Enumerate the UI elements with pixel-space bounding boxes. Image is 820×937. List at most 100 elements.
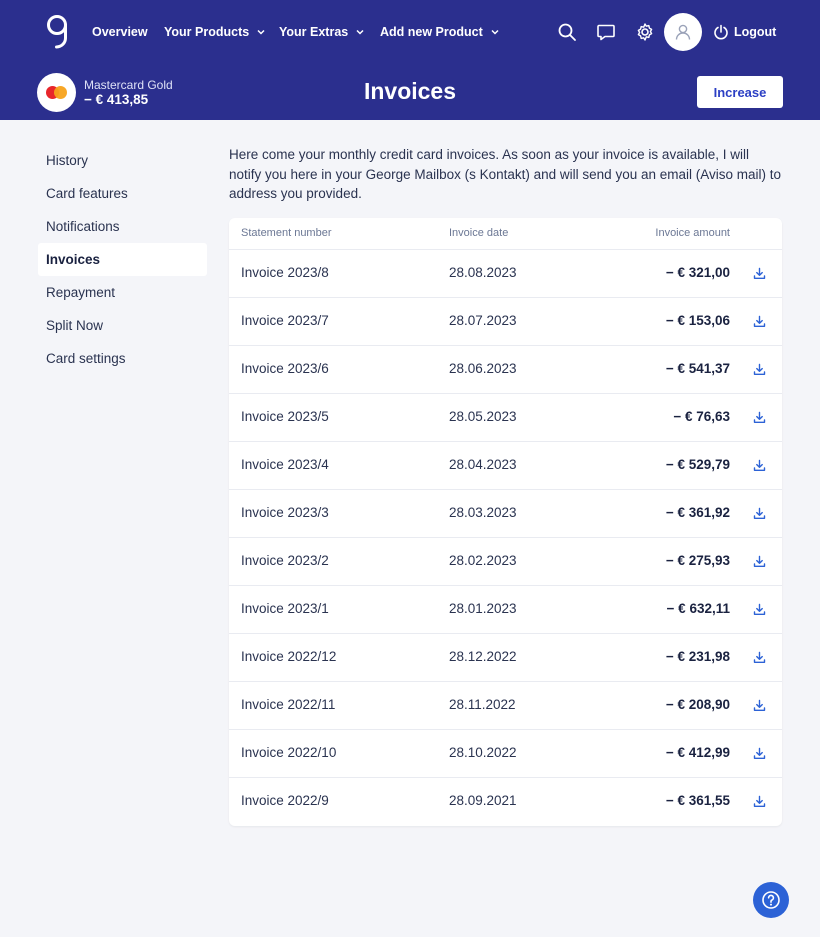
download-icon[interactable]: [753, 315, 766, 328]
invoice-date: 28.07.2023: [449, 313, 517, 328]
download-icon[interactable]: [753, 507, 766, 520]
invoice-date: 28.06.2023: [449, 361, 517, 376]
statement-number: Invoice 2023/7: [241, 313, 329, 328]
nav-your-products[interactable]: Your Products: [164, 0, 266, 64]
sidebar-item-card-features[interactable]: Card features: [46, 186, 128, 201]
table-row[interactable]: Invoice 2023/1 28.01.2023 − € 632,11: [229, 586, 782, 634]
statement-number: Invoice 2023/4: [241, 457, 329, 472]
table-row[interactable]: Invoice 2022/12 28.12.2022 − € 231,98: [229, 634, 782, 682]
card-name: Mastercard Gold: [84, 78, 173, 92]
nav-overview[interactable]: Overview: [92, 0, 148, 64]
help-button[interactable]: [753, 882, 789, 918]
nav-your-extras-label: Your Extras: [279, 25, 349, 39]
table-row[interactable]: Invoice 2023/3 28.03.2023 − € 361,92: [229, 490, 782, 538]
page-header: Mastercard Gold − € 413,85 Invoices Incr…: [0, 64, 820, 120]
sidebar-item-split-now[interactable]: Split Now: [46, 318, 104, 333]
logout-label: Logout: [734, 25, 777, 39]
table-row[interactable]: Invoice 2023/8 28.08.2023 − € 321,00: [229, 250, 782, 298]
invoice-amount: − € 361,92: [665, 505, 730, 520]
gear-icon[interactable]: [635, 22, 655, 42]
invoice-date: 28.12.2022: [449, 649, 517, 664]
statement-number: Invoice 2023/6: [241, 361, 329, 376]
statement-number: Invoice 2022/11: [241, 697, 336, 712]
page-title: Invoices: [363, 78, 457, 104]
chevron-down-icon: [491, 29, 499, 35]
statement-number: Invoice 2022/9: [241, 793, 329, 808]
table-row[interactable]: Invoice 2022/11 28.11.2022 − € 208,90: [229, 682, 782, 730]
invoice-date: 28.09.2021: [449, 793, 517, 808]
chevron-down-icon: [257, 29, 265, 35]
statement-number: Invoice 2023/5: [241, 409, 329, 424]
invoice-date: 28.03.2023: [449, 505, 517, 520]
invoice-date: 28.05.2023: [449, 409, 517, 424]
power-icon: [714, 24, 728, 40]
mastercard-logo: [37, 73, 76, 112]
sidebar-item-repayment[interactable]: Repayment: [46, 285, 116, 300]
statement-number: Invoice 2023/2: [241, 553, 329, 568]
help-icon: [762, 891, 780, 909]
invoice-amount: − € 361,55: [665, 793, 730, 808]
table-row[interactable]: Invoice 2022/9 28.09.2021 − € 361,55: [229, 778, 782, 826]
invoice-date: 28.08.2023: [449, 265, 517, 280]
user-icon: [675, 24, 691, 40]
statement-number: Invoice 2023/1: [241, 601, 329, 616]
chevron-down-icon: [356, 29, 364, 35]
statement-number: Invoice 2022/10: [241, 745, 337, 760]
invoice-amount: − € 208,90: [665, 697, 730, 712]
invoice-date: 28.02.2023: [449, 553, 517, 568]
statement-number: Invoice 2023/3: [241, 505, 329, 520]
statement-number: Invoice 2023/8: [241, 265, 329, 280]
george-logo[interactable]: [44, 14, 70, 52]
invoice-amount: − € 632,11: [666, 601, 730, 616]
invoice-amount: − € 321,00: [665, 265, 730, 280]
card-balance: − € 413,85: [84, 92, 149, 107]
invoice-table: Statement number Invoice date Invoice am…: [229, 218, 782, 826]
download-icon[interactable]: [753, 411, 766, 424]
table-row[interactable]: Invoice 2022/10 28.10.2022 − € 412,99: [229, 730, 782, 778]
invoice-amount: − € 412,99: [665, 745, 730, 760]
download-icon[interactable]: [753, 363, 766, 376]
invoice-amount: − € 153,06: [665, 313, 730, 328]
nav-your-products-label: Your Products: [164, 25, 250, 39]
invoice-date: 28.10.2022: [449, 745, 517, 760]
top-navigation: Overview Your Products Your Extras Add n…: [0, 0, 820, 64]
chat-icon[interactable]: [596, 22, 616, 42]
statement-number: Invoice 2022/12: [241, 649, 337, 664]
column-invoice-date: Invoice date: [449, 227, 509, 239]
download-icon[interactable]: [753, 267, 766, 280]
sidebar-item-history[interactable]: History: [46, 153, 89, 168]
sidebar-item-card-settings[interactable]: Card settings: [46, 351, 126, 366]
download-icon[interactable]: [753, 747, 766, 760]
nav-your-extras[interactable]: Your Extras: [279, 0, 365, 64]
nav-add-new-product-label: Add new Product: [380, 25, 483, 39]
invoice-amount: − € 275,93: [665, 553, 730, 568]
sidebar-item-notifications[interactable]: Notifications: [46, 219, 120, 234]
invoice-date: 28.04.2023: [449, 457, 517, 472]
table-row[interactable]: Invoice 2023/7 28.07.2023 − € 153,06: [229, 298, 782, 346]
invoice-amount: − € 541,37: [665, 361, 730, 376]
intro-text: Here come your monthly credit card invoi…: [229, 147, 782, 201]
download-icon[interactable]: [753, 459, 766, 472]
sidebar: History Card features Notifications Invo…: [38, 144, 207, 375]
table-header: Statement number Invoice date Invoice am…: [229, 218, 782, 250]
sidebar-item-invoices[interactable]: Invoices: [38, 243, 207, 276]
column-statement-number: Statement number: [241, 227, 332, 239]
increase-button[interactable]: Increase: [697, 76, 783, 108]
invoice-amount: − € 529,79: [665, 457, 730, 472]
download-icon[interactable]: [753, 699, 766, 712]
download-icon[interactable]: [753, 603, 766, 616]
user-avatar[interactable]: [664, 13, 702, 51]
table-row[interactable]: Invoice 2023/4 28.04.2023 − € 529,79: [229, 442, 782, 490]
table-row[interactable]: Invoice 2023/6 28.06.2023 − € 541,37: [229, 346, 782, 394]
invoice-date: 28.01.2023: [449, 601, 517, 616]
download-icon[interactable]: [753, 795, 766, 808]
invoice-amount: − € 231,98: [665, 649, 730, 664]
download-icon[interactable]: [753, 651, 766, 664]
download-icon[interactable]: [753, 555, 766, 568]
nav-add-new-product[interactable]: Add new Product: [380, 0, 500, 64]
logout-button[interactable]: Logout: [713, 0, 776, 64]
search-icon[interactable]: [557, 22, 577, 42]
table-row[interactable]: Invoice 2023/5 28.05.2023 − € 76,63: [229, 394, 782, 442]
column-invoice-amount: Invoice amount: [655, 227, 730, 239]
table-row[interactable]: Invoice 2023/2 28.02.2023 − € 275,93: [229, 538, 782, 586]
